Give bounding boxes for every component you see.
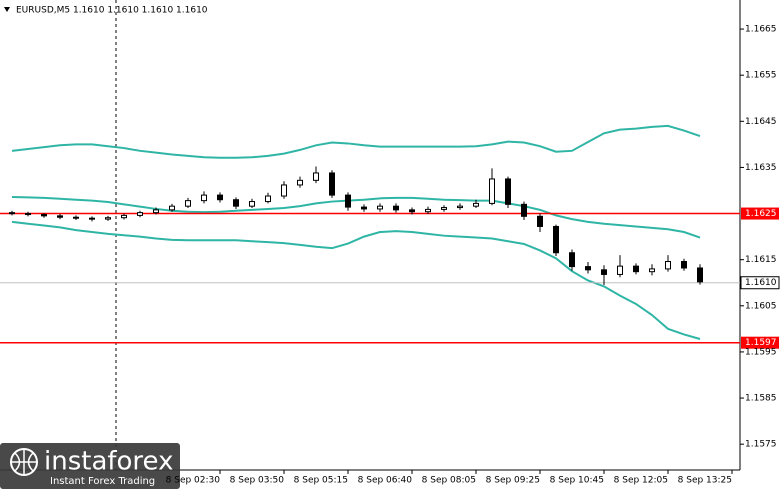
level-label: 1.1597: [745, 338, 777, 348]
logo-box: [0, 443, 180, 489]
band-line: [11, 124, 701, 159]
menu-arrow: [4, 7, 10, 12]
candle-body: [553, 225, 559, 254]
x-tick-label: 8 Sep 03:50: [230, 476, 285, 486]
x-tick-label: 8 Sep 10:45: [550, 476, 604, 486]
candle-body: [265, 195, 271, 203]
candle-body: [473, 202, 479, 207]
y-tick-label: 1.1615: [745, 255, 777, 265]
logo-brand: instaforex: [44, 447, 173, 477]
candle-body: [681, 261, 687, 269]
logo-tagline: Instant Forex Trading: [50, 476, 155, 487]
x-tick-label: 8 Sep 13:25: [678, 476, 732, 486]
candle-body: [185, 200, 191, 207]
candle-body: [297, 179, 303, 186]
y-tick-label: 1.1645: [745, 117, 777, 127]
candle-body: [233, 199, 239, 207]
candle-body: [217, 194, 223, 201]
candle-body: [329, 172, 335, 196]
y-tick-label: 1.1635: [745, 163, 777, 173]
x-tick-label: 8 Sep 05:15: [294, 476, 348, 486]
candle-body: [137, 212, 143, 216]
candle-body: [425, 208, 431, 213]
level-label-box: [741, 336, 779, 349]
candle-body: [313, 172, 319, 181]
candle-body: [73, 216, 79, 219]
x-tick-label: 8 Sep 06:40: [358, 476, 413, 486]
candle-body: [521, 203, 527, 217]
candle-body: [9, 212, 15, 215]
watermark: instaforex Instant Forex Trading: [0, 443, 180, 489]
y-tick-label: 1.1595: [745, 347, 777, 357]
candle-body: [665, 261, 671, 270]
candle-body: [25, 213, 31, 216]
y-tick-label: 1.1605: [745, 301, 777, 311]
candle-body: [377, 205, 383, 210]
candle-body: [361, 206, 367, 210]
candle-body: [121, 214, 127, 219]
y-tick-label: 1.1585: [745, 394, 777, 404]
current-price-label: 1.1610: [745, 278, 777, 288]
band-line: [11, 195, 701, 239]
y-tick-label: 1.1575: [745, 440, 777, 450]
candle-body: [617, 265, 623, 275]
candle-body: [601, 269, 607, 275]
plot: [0, 124, 740, 344]
candle-body: [153, 209, 159, 214]
candle-body: [169, 205, 175, 211]
candle-body: [649, 268, 655, 273]
x-tick-label: 8 Sep 09:25: [486, 476, 540, 486]
y-tick-label: 1.1665: [745, 25, 777, 35]
candle-body: [89, 217, 95, 220]
chart-title: EURUSD,M5 1.1610 1.1610 1.1610 1.1610: [16, 6, 208, 16]
x-tick-label: 8 Sep 02:30: [166, 476, 221, 486]
candle-body: [345, 194, 351, 208]
candle-body: [105, 217, 111, 220]
candle-body: [57, 215, 63, 218]
x-tick-label: 8 Sep 12:05: [614, 476, 668, 486]
candle-body: [201, 194, 207, 202]
candle-body: [457, 205, 463, 209]
level-label: 1.1625: [745, 209, 777, 219]
logo-globe-lines: [11, 449, 37, 475]
candle-body: [537, 215, 543, 227]
candle-body: [441, 207, 447, 210]
level-label-box: [741, 207, 779, 220]
current-price-box: [740, 276, 780, 290]
candle-body: [697, 267, 703, 283]
candle-body: [41, 213, 47, 217]
candle-body: [489, 178, 495, 204]
band-line: [11, 220, 701, 340]
candle-body: [409, 209, 415, 213]
candle-body: [569, 252, 575, 268]
candle-body: [281, 184, 287, 197]
y-tick-label: 1.1655: [745, 71, 777, 81]
candle-body: [505, 178, 511, 205]
candle-body: [393, 205, 399, 211]
candle-body: [633, 265, 639, 273]
candle-body: [249, 201, 255, 207]
candle-body: [585, 266, 591, 271]
x-tick-label: 8 Sep 08:05: [422, 476, 476, 486]
